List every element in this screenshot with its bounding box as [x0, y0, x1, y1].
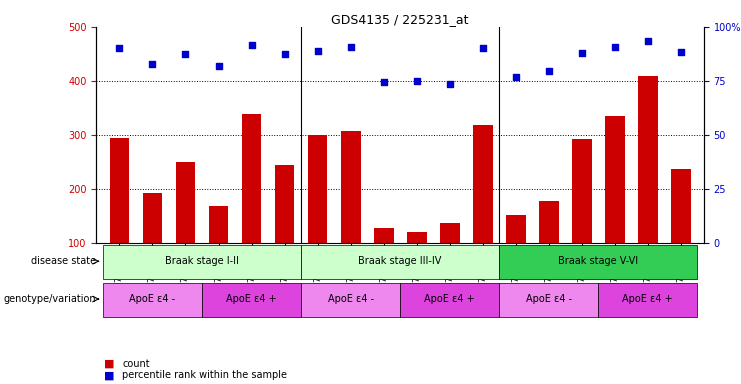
Bar — [439, 222, 459, 297]
Point — [245, 41, 257, 48]
Point — [213, 63, 225, 69]
Bar — [473, 125, 493, 297]
Bar — [605, 116, 625, 297]
Bar — [275, 165, 294, 297]
Point — [642, 38, 654, 45]
Text: ApoE ε4 -: ApoE ε4 - — [130, 294, 176, 304]
Title: GDS4135 / 225231_at: GDS4135 / 225231_at — [331, 13, 469, 26]
Text: ■: ■ — [104, 359, 114, 369]
Text: ApoE ε4 +: ApoE ε4 + — [226, 294, 277, 304]
FancyBboxPatch shape — [499, 245, 697, 279]
Text: ■: ■ — [104, 370, 114, 380]
Bar — [308, 135, 328, 297]
Text: count: count — [122, 359, 150, 369]
Point — [609, 44, 621, 50]
Bar — [373, 228, 393, 297]
Point — [279, 51, 290, 57]
Point — [147, 61, 159, 67]
Point — [179, 51, 191, 57]
Point — [345, 44, 356, 50]
Bar — [176, 162, 196, 297]
Bar — [671, 169, 691, 297]
Bar — [110, 138, 130, 297]
Point — [476, 45, 488, 51]
Text: genotype/variation: genotype/variation — [3, 294, 96, 304]
Point — [444, 81, 456, 87]
FancyBboxPatch shape — [301, 245, 499, 279]
Point — [543, 68, 555, 74]
Point — [510, 73, 522, 79]
Bar — [407, 232, 427, 297]
Bar — [341, 131, 361, 297]
Point — [411, 78, 422, 84]
Text: ApoE ε4 -: ApoE ε4 - — [328, 294, 373, 304]
Bar — [209, 206, 228, 297]
Text: Braak stage I-II: Braak stage I-II — [165, 256, 239, 266]
Point — [675, 49, 687, 55]
Bar — [142, 193, 162, 297]
Point — [312, 48, 324, 54]
Point — [113, 45, 125, 51]
FancyBboxPatch shape — [301, 283, 400, 317]
Text: ApoE ε4 +: ApoE ε4 + — [425, 294, 475, 304]
FancyBboxPatch shape — [598, 283, 697, 317]
FancyBboxPatch shape — [400, 283, 499, 317]
Text: Braak stage III-IV: Braak stage III-IV — [359, 256, 442, 266]
Bar — [506, 215, 525, 297]
Bar — [539, 201, 559, 297]
FancyBboxPatch shape — [202, 283, 301, 317]
Text: ApoE ε4 -: ApoE ε4 - — [525, 294, 572, 304]
Point — [378, 79, 390, 85]
Bar — [638, 76, 658, 297]
Point — [576, 50, 588, 56]
Text: disease state: disease state — [30, 256, 96, 266]
FancyBboxPatch shape — [103, 245, 301, 279]
Text: percentile rank within the sample: percentile rank within the sample — [122, 370, 288, 380]
Text: ApoE ε4 +: ApoE ε4 + — [622, 294, 673, 304]
FancyBboxPatch shape — [103, 283, 202, 317]
Text: Braak stage V-VI: Braak stage V-VI — [558, 256, 638, 266]
Bar — [572, 139, 591, 297]
FancyBboxPatch shape — [499, 283, 598, 317]
Bar — [242, 114, 262, 297]
